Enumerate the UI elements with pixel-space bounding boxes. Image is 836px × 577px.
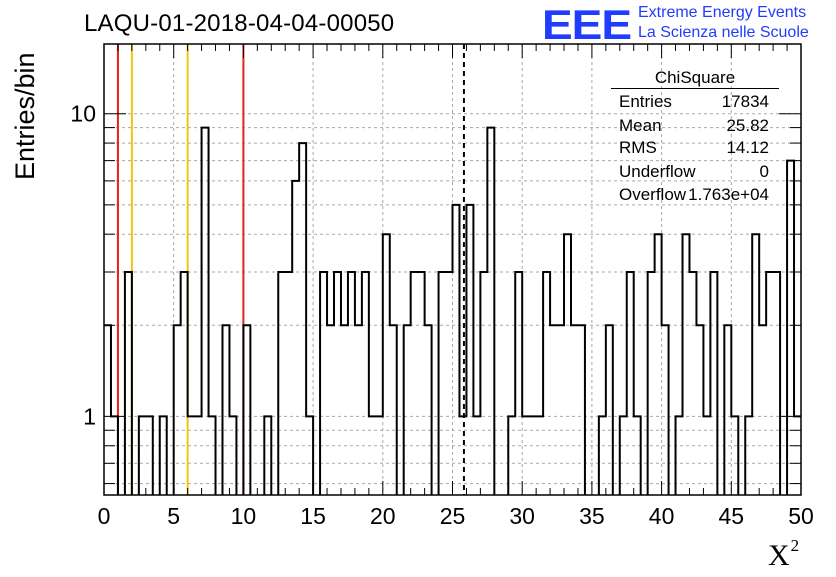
x-tick-label: 20 (370, 503, 396, 529)
stats-value: 1.763e+04 (688, 185, 769, 204)
stats-value: 25.82 (726, 116, 769, 135)
logo-subtitle-2: La Scienza nelle Scuole (638, 24, 809, 41)
x-tick-label: 10 (231, 503, 257, 529)
y-axis-label: Entries/bin (10, 52, 40, 180)
stats-value: 0 (759, 162, 769, 181)
stats-key: Mean (619, 116, 662, 135)
x-tick-label: 45 (719, 503, 745, 529)
x-tick-label: 15 (300, 503, 326, 529)
stats-box: ChiSquare Entries 17834 Mean 25.82 RMS 1… (611, 66, 779, 206)
x-tick-label: 5 (167, 503, 180, 529)
stats-value: 14.12 (726, 138, 769, 157)
stats-title: ChiSquare (654, 68, 736, 87)
x-axis-label: X2 (768, 536, 800, 572)
stats-key: Overflow (619, 185, 687, 204)
logo-subtitle-1: Extreme Energy Events (638, 4, 807, 21)
x-tick-label: 35 (579, 503, 605, 529)
stats-key: RMS (619, 138, 657, 157)
x-tick-label: 40 (649, 503, 675, 529)
histogram-series (104, 126, 801, 495)
x-tick-label: 50 (788, 503, 814, 529)
x-tick-label: 25 (440, 503, 466, 529)
x-tick-label: 0 (98, 503, 111, 529)
stats-value: 17834 (721, 92, 769, 111)
chart-title: LAQU-01-2018-04-04-00050 (84, 10, 395, 37)
stats-key: Underflow (619, 162, 696, 181)
stats-title-rule (611, 88, 779, 89)
eee-logo: EEE (542, 1, 632, 49)
y-tick-label: 1 (83, 403, 96, 429)
x-tick-label: 30 (509, 503, 535, 529)
stats-key: Entries (619, 92, 672, 111)
y-tick-label: 10 (70, 101, 96, 127)
